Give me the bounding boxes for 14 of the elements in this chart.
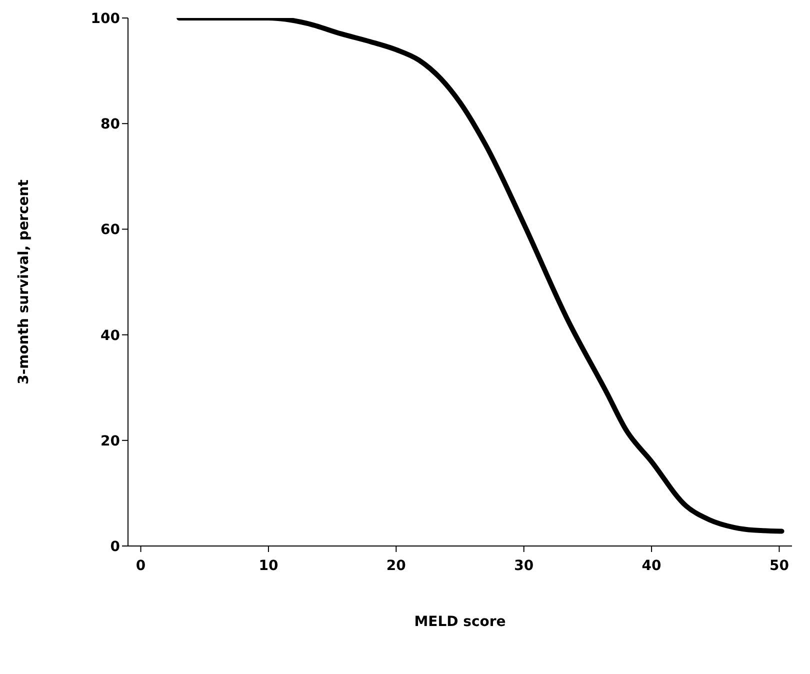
x-axis-title: MELD score xyxy=(414,614,506,630)
x-tick-label: 50 xyxy=(769,558,790,574)
y-tick-label: 60 xyxy=(100,222,120,238)
y-tick-label: 100 xyxy=(90,10,120,27)
x-tick-label: 30 xyxy=(514,558,534,574)
y-tick-label: 0 xyxy=(110,538,120,555)
x-tick-label: 20 xyxy=(386,558,406,574)
x-tick-label: 10 xyxy=(258,558,278,574)
y-tick-label: 40 xyxy=(100,328,120,344)
x-tick-label: 40 xyxy=(642,558,662,574)
y-tick-label: 20 xyxy=(100,433,120,450)
y-axis-title: 3-month survival, percent xyxy=(16,179,32,384)
y-tick-label: 80 xyxy=(100,116,120,133)
x-tick-label: 0 xyxy=(136,558,146,574)
